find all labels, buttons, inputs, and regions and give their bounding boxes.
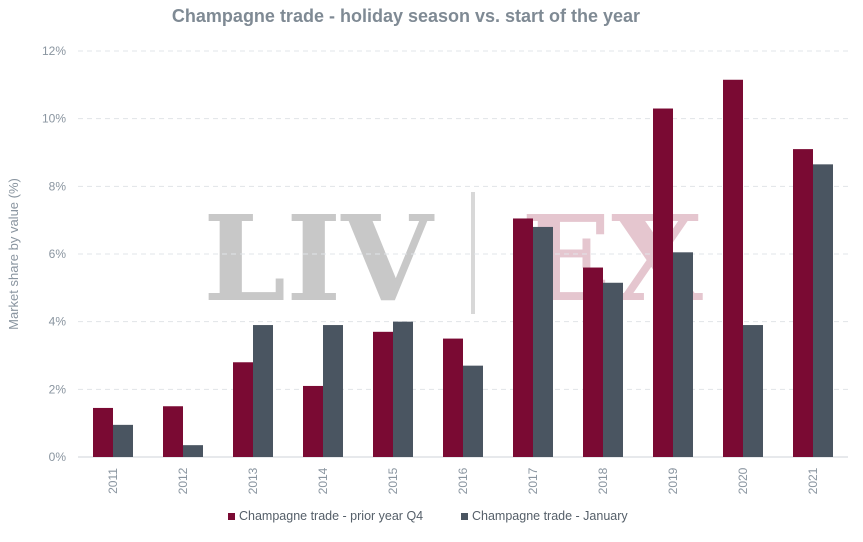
bar-january (113, 424, 133, 457)
bar-january (463, 365, 483, 457)
bar-january (183, 445, 203, 457)
bar-january (603, 282, 623, 457)
x-tick-label: 2014 (316, 467, 330, 494)
y-tick-label: 0% (49, 450, 67, 464)
x-tick-label: 2015 (386, 467, 400, 494)
y-tick-label: 4% (49, 315, 67, 329)
x-tick-label: 2013 (246, 467, 260, 494)
x-tick-label: 2019 (666, 467, 680, 494)
y-tick-label: 2% (49, 382, 67, 396)
grid-lines (78, 50, 848, 458)
watermark-liv-text: LIV (203, 189, 435, 328)
bars (93, 79, 833, 458)
bar-january (813, 164, 833, 457)
legend: Champagne trade - prior year Q4 Champagne… (228, 509, 628, 523)
x-axis-ticks: 2011 2012 2013 2014 2015 2016 2017 2018 2019 2020… (106, 467, 820, 494)
legend-label: Champagne trade - January (472, 509, 628, 523)
bar-prior-year-q4 (653, 108, 673, 458)
legend-swatch (461, 513, 468, 520)
bar-january (253, 325, 273, 457)
x-tick-label: 2020 (736, 467, 750, 494)
x-tick-label: 2017 (526, 467, 540, 494)
bar-prior-year-q4 (373, 331, 393, 457)
bar-prior-year-q4 (233, 362, 253, 457)
bar-prior-year-q4 (443, 338, 463, 457)
bar-prior-year-q4 (793, 149, 813, 457)
x-tick-label: 2018 (596, 467, 610, 494)
watermark-divider (471, 192, 475, 314)
bar-prior-year-q4 (723, 79, 743, 457)
x-tick-label: 2012 (176, 467, 190, 494)
x-tick-label: 2011 (106, 468, 120, 494)
bar-prior-year-q4 (163, 406, 183, 457)
bar-prior-year-q4 (93, 407, 113, 457)
y-tick-label: 6% (49, 247, 67, 261)
watermark-logo: LIV EX (203, 189, 703, 328)
y-tick-label: 12% (42, 44, 66, 58)
chart-title: Champagne trade - holiday season vs. sta… (172, 6, 640, 26)
y-tick-label: 8% (49, 179, 67, 193)
bar-prior-year-q4 (303, 385, 323, 457)
legend-label: Champagne trade - prior year Q4 (239, 509, 423, 523)
bar-january (393, 321, 413, 457)
legend-swatch (228, 513, 235, 520)
bar-prior-year-q4 (513, 218, 533, 457)
bar-january (533, 226, 553, 457)
bar-january (673, 252, 693, 457)
x-tick-label: 2021 (806, 467, 820, 494)
y-axis-ticks: 0% 2% 4% 6% 8% 10% 12% (42, 44, 66, 464)
bar-prior-year-q4 (583, 267, 603, 457)
y-axis-label: Market share by value (%) (6, 178, 21, 330)
x-tick-label: 2016 (456, 467, 470, 494)
y-tick-label: 10% (42, 112, 66, 126)
bar-january (323, 325, 343, 457)
bar-january (743, 325, 763, 457)
